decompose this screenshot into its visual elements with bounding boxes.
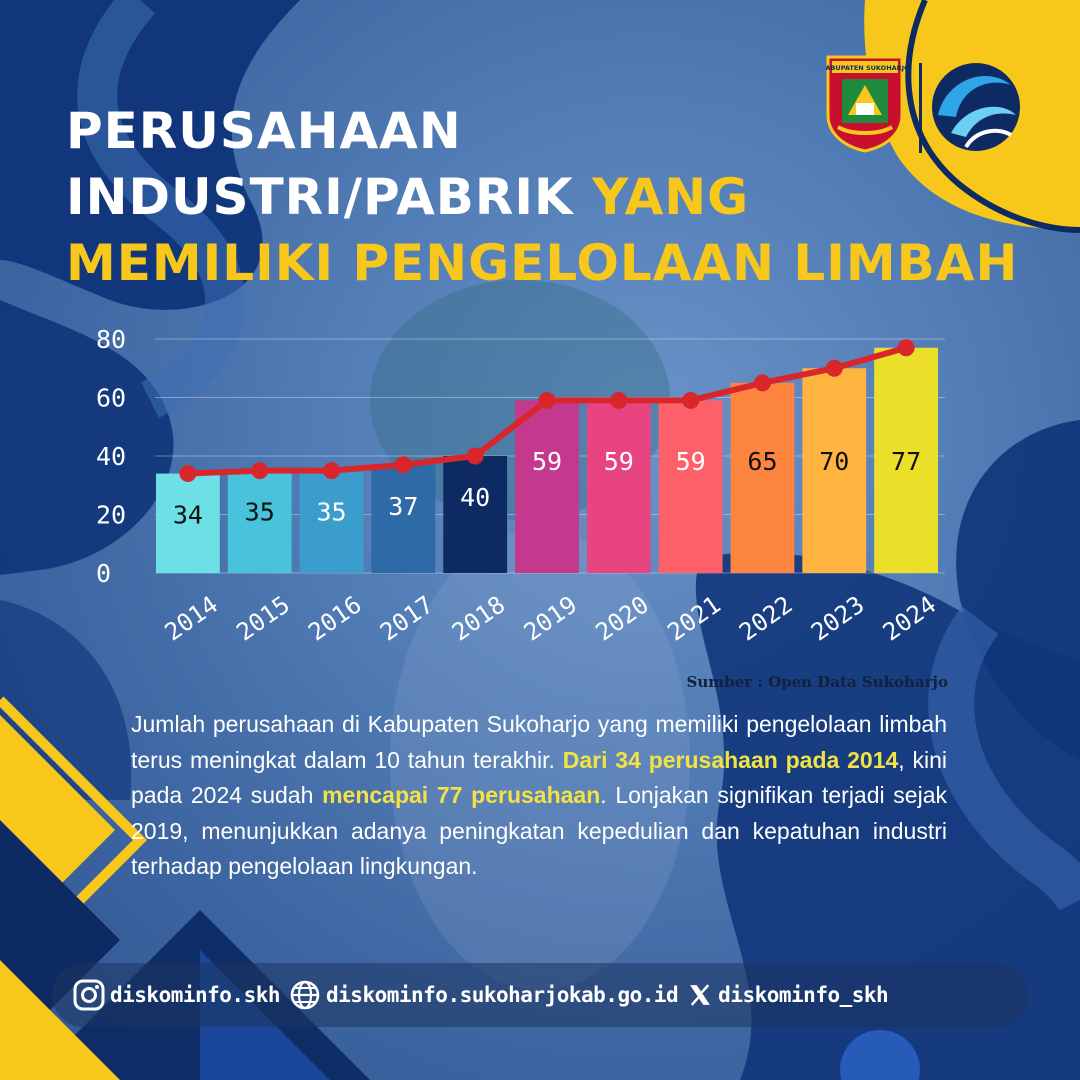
description-highlight-1: Dari 34 perusahaan pada 2014 <box>562 746 899 773</box>
x-link[interactable]: diskominfo_skh <box>686 978 889 1012</box>
chart-bars <box>156 347 938 573</box>
description-text-2: , kini pada 2024 sudah <box>131 746 948 809</box>
bar <box>227 470 292 573</box>
bar <box>299 470 364 573</box>
website-url: diskominfo.sukoharjokab.go.id <box>326 983 679 1007</box>
kominfo-logo-icon <box>932 63 1020 151</box>
bar-value-label: 65 <box>747 447 777 476</box>
bar-value-label: 77 <box>891 447 921 476</box>
x-tick-label: 2022 <box>734 590 797 646</box>
x-tick-label: 2024 <box>878 590 941 646</box>
y-axis-ticks: 0 20 40 60 80 <box>96 325 126 588</box>
crest-text: KABUPATEN SUKOHARJO <box>826 64 910 72</box>
x-tick-label: 2018 <box>447 590 510 646</box>
bar-value-label: 34 <box>173 501 203 530</box>
bar <box>371 464 436 573</box>
bar-value-label: 37 <box>388 492 418 521</box>
trend-point <box>897 339 915 357</box>
bar-value-label: 35 <box>245 498 275 527</box>
title-line-2: INDUSTRI/PABRIK <box>66 168 593 226</box>
title-line-1: PERUSAHAAN <box>66 102 462 160</box>
x-tick-label: 2020 <box>591 590 654 646</box>
instagram-icon <box>73 979 105 1011</box>
trend-point <box>753 374 771 392</box>
bar <box>802 368 867 573</box>
trend-point <box>179 465 197 483</box>
x-handle: diskominfo_skh <box>718 983 889 1007</box>
x-logo-icon <box>690 984 711 1006</box>
bar-value-label: 59 <box>532 447 562 476</box>
bar <box>443 456 508 573</box>
x-tick-label: 2023 <box>806 590 869 646</box>
x-tick-label: 2021 <box>662 590 725 646</box>
description-highlight-2: mencapai 77 perusahaan <box>322 782 601 808</box>
x-tick-label: 2014 <box>160 590 223 646</box>
bar-value-label: 59 <box>676 447 706 476</box>
globe-icon <box>290 980 320 1010</box>
x-tick-label: 2016 <box>303 590 366 646</box>
trend-point <box>323 462 341 480</box>
bar <box>156 473 220 573</box>
trend-point <box>466 447 484 465</box>
bar-value-label: 70 <box>819 447 849 476</box>
y-tick-label: 80 <box>96 325 126 354</box>
y-tick-label: 0 <box>96 559 111 588</box>
page-title: PERUSAHAAN INDUSTRI/PABRIK YANG MEMILIKI… <box>66 98 1018 296</box>
y-tick-label: 40 <box>96 442 126 471</box>
description-paragraph: Jumlah perusahaan di Kabupaten Sukoharjo… <box>131 707 947 885</box>
bar-value-label: 59 <box>604 447 634 476</box>
website-link[interactable]: diskominfo.sukoharjokab.go.id <box>288 978 679 1012</box>
trend-point <box>394 456 412 474</box>
trend-point <box>682 391 700 409</box>
bar-value-label: 35 <box>316 498 346 527</box>
trend-point <box>610 391 628 409</box>
x-tick-label: 2019 <box>519 590 582 646</box>
trend-point <box>825 359 843 377</box>
description-text-1: Jumlah perusahaan di Kabupaten Sukoharjo… <box>131 711 947 773</box>
header-logos: KABUPATEN SUKOHARJO <box>826 55 1020 153</box>
bar <box>515 400 579 573</box>
logo-divider <box>919 63 922 153</box>
instagram-handle: diskominfo.skh <box>110 983 281 1007</box>
trend-line <box>179 339 915 483</box>
bar-value-label: 40 <box>460 483 490 512</box>
bar <box>586 400 651 573</box>
bar <box>658 400 723 573</box>
x-tick-label: 2017 <box>375 590 438 646</box>
instagram-link[interactable]: diskominfo.skh <box>72 978 281 1012</box>
trend-point <box>538 391 556 409</box>
sukoharjo-crest-icon: KABUPATEN SUKOHARJO <box>826 55 910 153</box>
x-axis-ticks: 2014 2015 2016 2017 2018 2019 2020 2021 2022 2023… <box>160 590 942 646</box>
bar-value-labels: 34 35 35 37 40 59 59 59 65 70 77 <box>173 447 921 530</box>
source-note: Sumber : Open Data Sukoharjo <box>686 673 948 691</box>
bar <box>730 382 795 573</box>
y-tick-label: 60 <box>96 384 126 413</box>
bar <box>874 347 938 573</box>
title-line-2-highlight: YANG <box>592 168 750 226</box>
social-footer: diskominfo.skh diskominfo.sukoharjokab.g… <box>52 963 1028 1027</box>
x-tick-label: 2015 <box>231 590 294 646</box>
trend-point <box>251 462 269 480</box>
y-tick-label: 20 <box>96 501 126 530</box>
description-text-3: . Lonjakan signifikan terjadi sejak 2019… <box>131 782 947 879</box>
title-line-3: MEMILIKI PENGELOLAAN LIMBAH <box>66 234 1019 292</box>
